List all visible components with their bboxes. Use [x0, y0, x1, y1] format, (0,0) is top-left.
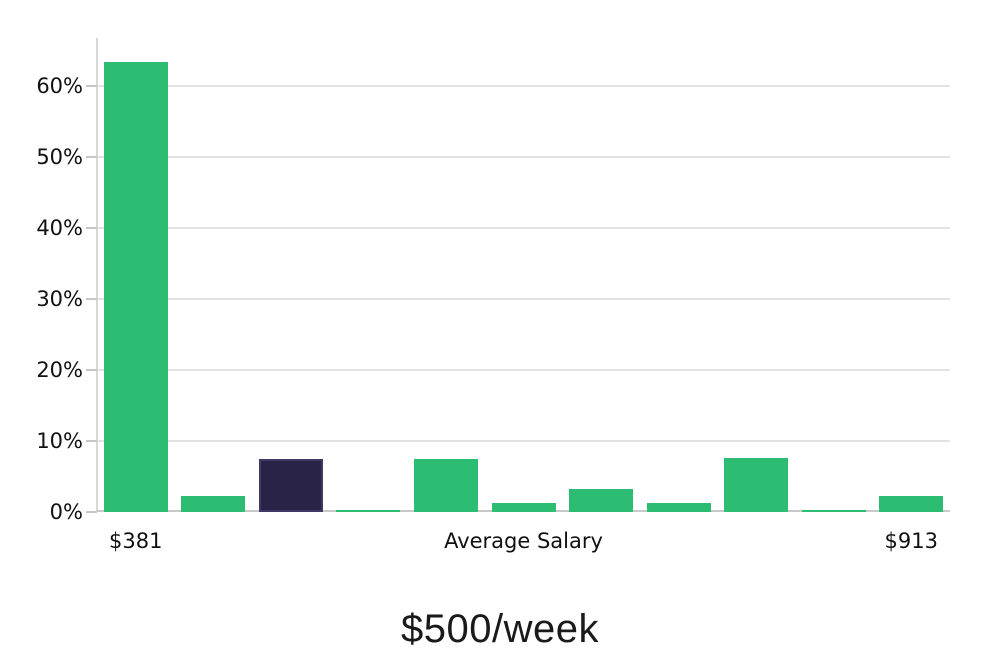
x-tick-label: $381 — [109, 529, 163, 553]
chart-title: $500/week — [401, 607, 599, 651]
y-tick-label: 30% — [36, 287, 83, 311]
y-axis-tick — [86, 85, 97, 87]
y-axis-tick — [86, 369, 97, 371]
gridline — [97, 156, 950, 158]
y-tick-label: 50% — [36, 145, 83, 169]
x-tick-label: Average Salary — [444, 529, 603, 553]
bar-highlighted — [258, 458, 323, 512]
y-axis-line — [96, 38, 98, 512]
bar — [801, 510, 866, 512]
bar — [103, 61, 168, 512]
gridline — [97, 227, 950, 229]
bar — [569, 489, 634, 512]
y-tick-label: 40% — [36, 216, 83, 240]
y-axis-tick — [86, 227, 97, 229]
bar — [336, 510, 401, 512]
y-tick-label: 10% — [36, 429, 83, 453]
y-tick-label: 20% — [36, 358, 83, 382]
bar — [879, 496, 944, 512]
y-tick-label: 0% — [49, 500, 83, 524]
gridline — [97, 298, 950, 300]
y-axis-tick — [86, 156, 97, 158]
y-axis-tick — [86, 511, 97, 513]
y-tick-label: 60% — [36, 74, 83, 98]
bar — [413, 458, 478, 512]
x-tick-label: $913 — [884, 529, 938, 553]
bar — [491, 502, 556, 512]
bar — [724, 458, 789, 512]
gridline — [97, 85, 950, 87]
y-axis-tick — [86, 440, 97, 442]
gridline — [97, 369, 950, 371]
bar — [646, 502, 711, 512]
bar — [181, 496, 246, 512]
gridline — [97, 440, 950, 442]
y-axis-tick — [86, 298, 97, 300]
